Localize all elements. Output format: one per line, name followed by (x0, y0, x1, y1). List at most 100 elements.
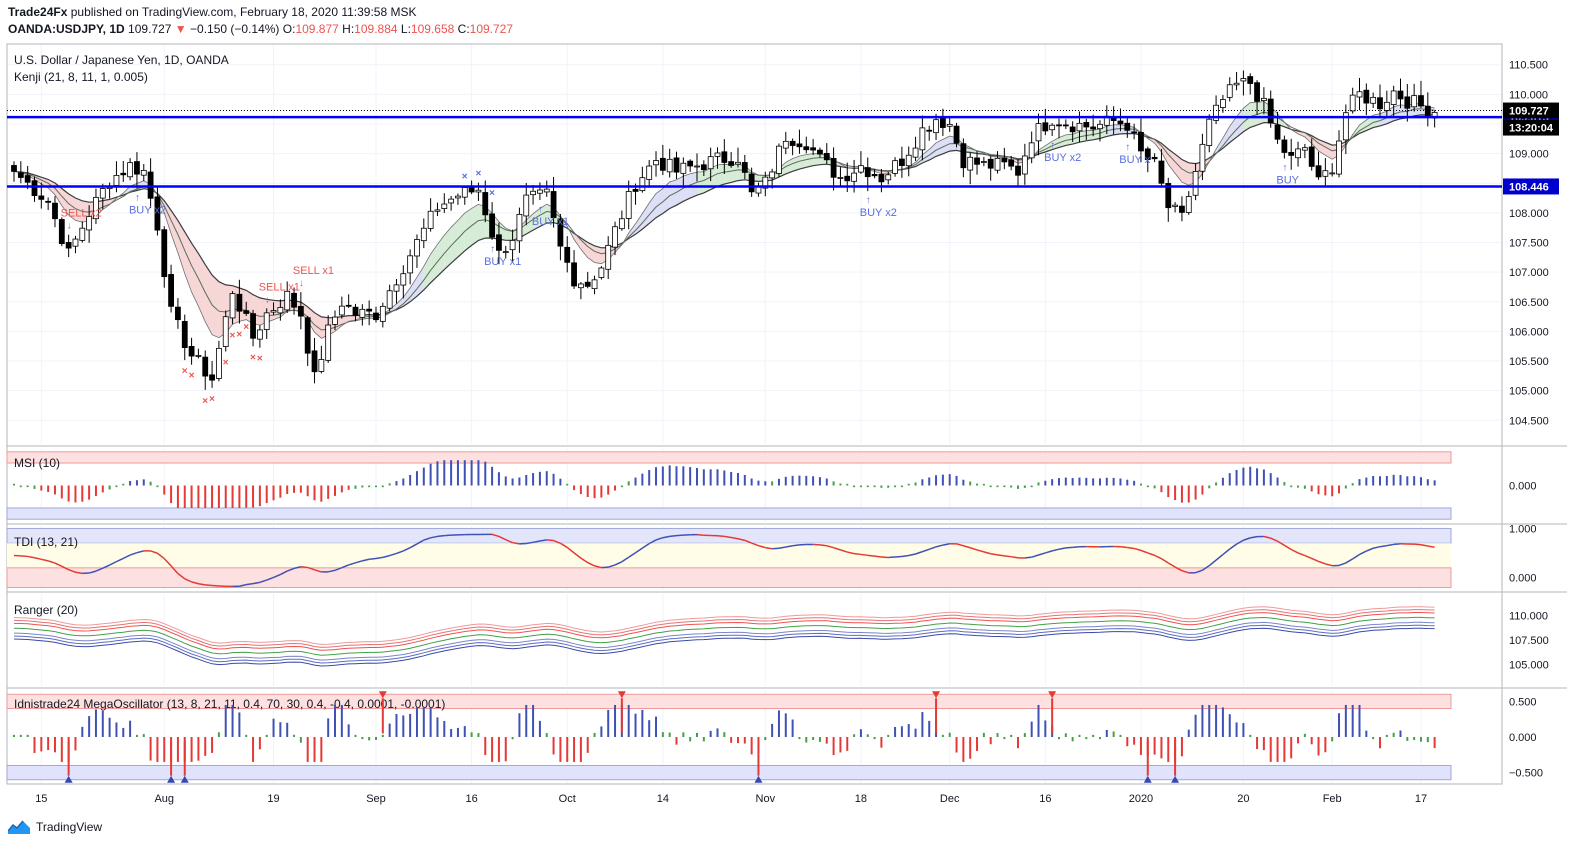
tdi-line-segment (935, 544, 944, 548)
candle-body (1247, 76, 1254, 84)
y-tick-label: 1.000 (1509, 523, 1537, 535)
tdi-line-segment (560, 542, 568, 549)
candle-body (250, 313, 256, 339)
x-tick-label: 2020 (1129, 793, 1153, 805)
cloud-segment (1093, 129, 1100, 140)
cloud-segment (724, 164, 732, 185)
tdi-line-segment (546, 539, 554, 542)
candle-body (1233, 82, 1240, 86)
tdi-line-segment (1202, 565, 1210, 571)
candle-body (1117, 120, 1124, 125)
cloud-segment (539, 204, 547, 227)
candle-body (1021, 155, 1028, 175)
exhaustion-mark: × (243, 322, 249, 333)
tdi-line-segment (833, 546, 841, 551)
low-label: L: (400, 22, 411, 36)
exhaustion-mark: × (189, 371, 195, 382)
candle-body (209, 374, 215, 381)
candle-body (188, 346, 195, 357)
x-tick-label: 15 (35, 793, 47, 805)
tdi-line-segment (1236, 539, 1244, 545)
candle-body (338, 305, 345, 316)
tdi-line-segment (669, 534, 677, 538)
candle-body (202, 356, 209, 377)
tdi-line-segment (942, 543, 950, 546)
exhaustion-mark: × (236, 330, 242, 341)
candle-body (1151, 156, 1158, 160)
candle-body (1179, 205, 1185, 213)
tdi-line-segment (840, 549, 848, 553)
candle-body (400, 273, 407, 286)
ranger-band-line (13, 612, 1435, 651)
candle-body (38, 195, 45, 200)
candle-body (1397, 90, 1404, 100)
tdi-line-segment (751, 542, 759, 547)
candle-body (1138, 131, 1144, 152)
tdi-line-segment (1058, 547, 1066, 550)
msi-lower-band (6, 507, 1452, 520)
tdi-line-segment (648, 539, 657, 545)
tdi-line-segment (860, 553, 868, 557)
exhaustion-mark: × (462, 172, 468, 183)
candle-body (878, 174, 885, 183)
candle-body (277, 307, 284, 314)
candle-body (1356, 91, 1363, 98)
tdi-line-segment (1181, 569, 1189, 574)
tdi-line-segment (1222, 548, 1231, 556)
tdi-line-segment (1208, 559, 1217, 567)
candle-body (332, 316, 338, 325)
symbol-label[interactable]: OANDA:USDJPY, 1D (8, 22, 125, 36)
candle-body (1015, 165, 1021, 176)
candle-body (851, 172, 857, 182)
last-price-label: 109.727 (1509, 106, 1549, 118)
buy-signal-arrow: ↑ (490, 244, 495, 255)
tdi-line-segment (1290, 548, 1299, 554)
candle-body (72, 238, 79, 247)
cloud-segment (1229, 116, 1237, 143)
candle-body (912, 147, 919, 158)
cloud-segment (1325, 142, 1333, 160)
candle-body (222, 316, 229, 347)
candle-body (229, 293, 236, 319)
tdi-line-segment (355, 560, 363, 564)
x-tick-label: 16 (1039, 793, 1051, 805)
candle-body (584, 281, 591, 287)
tdi-line-segment (266, 576, 274, 581)
cloud-segment (1181, 159, 1189, 186)
cloud-segment (533, 208, 540, 231)
tdi-line-segment (27, 555, 35, 559)
publisher-name[interactable]: Trade24Fx (8, 5, 68, 19)
close-value: 109.727 (469, 22, 514, 36)
tdi-line-segment (109, 560, 117, 566)
candle-body (673, 157, 680, 173)
exhaustion-mark: × (209, 394, 215, 405)
candle-body (297, 305, 304, 317)
time-axis: 15 Aug 19 Sep 16 Oct 14 Nov 18 Dec 16 2020 20 Feb 17 (35, 793, 1427, 805)
tradingview-footer[interactable]: TradingView (8, 820, 102, 834)
tdi-line-segment (286, 567, 295, 572)
y-tick-label: 0.000 (1509, 481, 1537, 493)
last-price-tag (1503, 102, 1559, 119)
tdi-line-segment (1127, 546, 1135, 550)
cloud-segment (416, 266, 424, 297)
tdi-line-segment (621, 556, 630, 563)
candle-body (782, 140, 789, 149)
candle-body (1315, 165, 1322, 178)
sell-signal-label: SELL x2 (61, 208, 102, 220)
level-price-label: 108.446 (1509, 181, 1549, 193)
tdi-line-segment (205, 584, 213, 587)
y-tick-label: 0.000 (1509, 573, 1537, 585)
candle-body (618, 218, 625, 230)
buy-signal-arrow: ↑ (135, 192, 140, 203)
tdi-line-segment (491, 533, 500, 538)
tdi-line-segment (1338, 562, 1347, 567)
tdi-line-segment (1283, 544, 1292, 551)
candle-body (1322, 170, 1329, 177)
ranger-band-line (13, 616, 1435, 656)
candle-body (1274, 124, 1281, 140)
x-tick-label: Aug (154, 793, 174, 805)
candle-body (933, 119, 939, 134)
candle-body (1336, 140, 1342, 175)
tdi-line-segment (1243, 537, 1251, 541)
